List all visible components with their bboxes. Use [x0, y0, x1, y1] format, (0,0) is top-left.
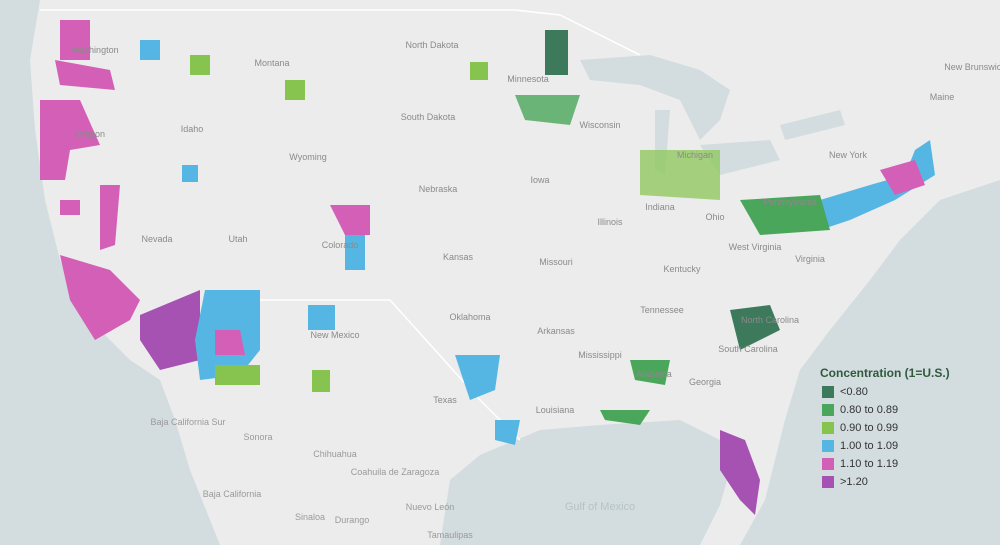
water-label: Gulf of Mexico	[565, 501, 635, 513]
place-label: Maine	[930, 92, 955, 102]
place-label: Nuevo León	[406, 502, 455, 512]
legend: Concentration (1=U.S.) <0.80 0.80 to 0.89…	[820, 366, 950, 488]
region	[215, 365, 260, 385]
legend-swatch	[822, 404, 834, 416]
gulf	[440, 420, 730, 545]
region	[40, 100, 100, 180]
region	[330, 205, 370, 235]
place-label: Virginia	[795, 254, 825, 264]
place-label: Durango	[335, 515, 370, 525]
legend-label: 1.10 to 1.19	[840, 458, 898, 470]
place-label: Kentucky	[663, 264, 701, 274]
region	[820, 140, 935, 230]
legend-label: 0.90 to 0.99	[840, 422, 898, 434]
place-label: Tennessee	[640, 305, 684, 315]
place-label: Arkansas	[537, 326, 575, 336]
place-label: Oregon	[75, 129, 105, 139]
place-label: New Brunswick	[944, 62, 1000, 72]
mexico-labels: Baja California Baja California Sur Sono…	[150, 417, 635, 540]
place-label: Utah	[228, 234, 247, 244]
region	[880, 160, 925, 195]
atlantic	[740, 180, 1000, 545]
place-label: Georgia	[689, 377, 721, 387]
place-label: Indiana	[645, 202, 675, 212]
place-label: Oklahoma	[449, 312, 490, 322]
region	[55, 20, 115, 90]
place-label: West Virginia	[729, 242, 782, 252]
place-label: Minnesota	[507, 74, 549, 84]
place-label: Mississippi	[578, 350, 622, 360]
legend-label: >1.20	[840, 476, 868, 488]
place-label: Sinaloa	[295, 512, 325, 522]
region	[740, 195, 830, 235]
region	[60, 255, 140, 340]
place-label: North Dakota	[405, 40, 458, 50]
place-label: Montana	[254, 58, 289, 68]
place-label: South Carolina	[718, 344, 778, 354]
place-label: North Carolina	[741, 315, 799, 325]
place-label: Baja California	[203, 489, 262, 499]
place-label: Iowa	[530, 175, 549, 185]
place-label: Nebraska	[419, 184, 458, 194]
legend-swatch	[822, 458, 834, 470]
pacific	[0, 0, 220, 545]
lakes	[655, 110, 845, 175]
place-label: Kansas	[443, 252, 474, 262]
legend-label: 1.00 to 1.09	[840, 440, 898, 452]
place-label: Missouri	[539, 257, 573, 267]
region	[515, 95, 580, 125]
region	[600, 360, 670, 425]
place-label: Baja California Sur	[150, 417, 225, 427]
region	[215, 330, 245, 355]
place-label: Ohio	[705, 212, 724, 222]
place-label: New Mexico	[310, 330, 359, 340]
place-label: Sonora	[243, 432, 272, 442]
legend-swatch	[822, 386, 834, 398]
region	[60, 185, 120, 250]
place-label: Michigan	[677, 150, 713, 160]
place-label: Wyoming	[289, 152, 326, 162]
regions	[40, 20, 935, 515]
place-label: Chihuahua	[313, 449, 357, 459]
place-label: Louisiana	[536, 405, 575, 415]
great-lakes	[580, 55, 730, 140]
legend-label: <0.80	[840, 386, 868, 398]
legend-swatch	[822, 476, 834, 488]
place-label: Pennsylvania	[763, 197, 817, 207]
place-label: Tamaulipas	[427, 530, 473, 540]
legend-label: 0.80 to 0.89	[840, 404, 898, 416]
region	[455, 355, 520, 445]
legend-swatch	[822, 422, 834, 434]
place-label: Coahuila de Zaragoza	[351, 467, 440, 477]
place-label: Idaho	[181, 124, 204, 134]
place-label: Texas	[433, 395, 457, 405]
place-label: Nevada	[141, 234, 172, 244]
place-label: New York	[829, 150, 868, 160]
place-label: South Dakota	[401, 112, 456, 122]
place-label: Illinois	[597, 217, 623, 227]
region	[730, 305, 780, 350]
legend-title: Concentration (1=U.S.)	[820, 366, 950, 380]
region	[345, 235, 365, 270]
place-label: Alabama	[636, 369, 672, 379]
region	[640, 150, 720, 200]
region	[140, 290, 200, 370]
place-label: Washington	[71, 45, 118, 55]
place-label: Colorado	[322, 240, 359, 250]
legend-swatch	[822, 440, 834, 452]
region	[545, 30, 568, 75]
region	[720, 430, 760, 515]
place-label: Wisconsin	[579, 120, 620, 130]
place-labels: Washington Montana North Dakota Minnesot…	[71, 40, 1000, 415]
